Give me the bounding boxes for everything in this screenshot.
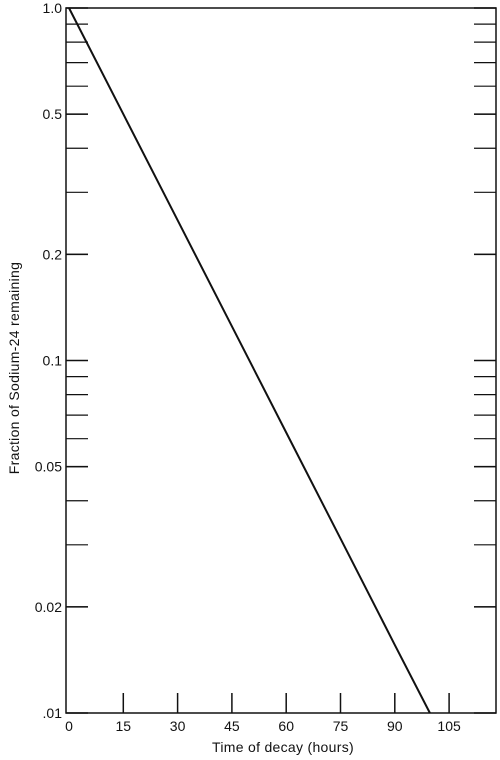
y-minor-ticks [66,23,496,608]
x-tick-label: 60 [278,718,294,734]
y-tick-label: 0.02 [35,599,62,615]
x-tick-label: 75 [333,718,349,734]
decay-line [68,7,431,714]
y-tick-label: 0.2 [43,246,63,262]
y-axis-title: Fraction of Sodium-24 remaining [6,262,22,474]
x-tick-label: 0 [65,718,73,734]
x-tick-label: 15 [116,718,132,734]
x-ticks [122,693,450,713]
y-major-ticks [66,7,496,714]
series-layer [68,7,431,714]
x-tick-label: 90 [387,718,403,734]
y-tick-label: 0.5 [43,106,63,122]
x-tick-label: 45 [224,718,240,734]
x-tick-labels: 0 15 30 45 60 75 90 105 [65,718,461,734]
y-tick-label: 1.0 [43,0,63,16]
y-tick-label: 0.05 [35,459,62,475]
x-axis-title: Time of decay (hours) [212,739,354,755]
x-tick-label: 30 [170,718,186,734]
plot-frame [65,7,497,714]
x-tick-label: 105 [437,718,461,734]
y-tick-label: 0.1 [43,353,63,369]
y-tick-labels: 1.0 0.5 0.2 0.1 0.05 0.02 .01 [35,0,62,721]
y-tick-label: .01 [43,705,63,721]
